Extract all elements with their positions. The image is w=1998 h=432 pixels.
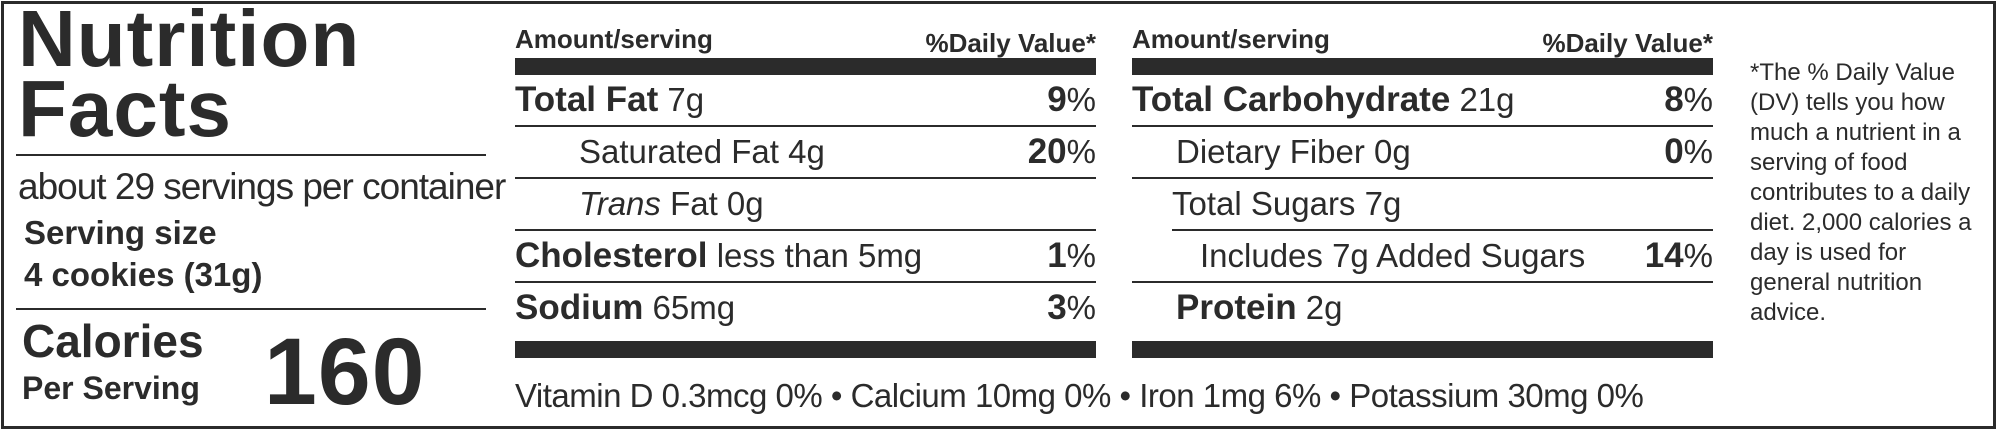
nutrient-row-protein: Protein 2g — [1132, 283, 1713, 333]
serving-size: Serving size 4 cookies (31g) — [24, 212, 262, 296]
row-divider — [515, 281, 1096, 283]
nutrient-row-total-carbohydrate: Total Carbohydrate 21g 8% — [1132, 75, 1713, 125]
nutrient-column-left: Amount/serving %Daily Value* Total Fat 7… — [515, 20, 1096, 358]
vitamins-minerals-line: Vitamin D 0.3mcg 0% • Calcium 10mg 0% • … — [515, 377, 1644, 414]
serving-size-label: Serving size — [24, 214, 217, 251]
row-divider — [1132, 125, 1713, 127]
nutrient-amount: less than 5mg — [707, 237, 923, 274]
nutrient-name: Total Sugars 7g — [1172, 185, 1402, 222]
nutrient-row-saturated-fat: Saturated Fat 4g 20% — [515, 127, 1096, 177]
nutrient-name: Protein — [1176, 288, 1297, 327]
title-line-1: Nutrition — [18, 0, 361, 83]
row-divider — [515, 229, 1096, 231]
daily-value-pct: 0% — [1664, 132, 1713, 171]
column-header: Amount/serving %Daily Value* — [515, 20, 1096, 58]
daily-value-header: %Daily Value* — [925, 28, 1096, 58]
nutrient-amount: 7g — [658, 81, 705, 118]
row-divider — [1132, 177, 1713, 179]
row-divider — [515, 125, 1096, 127]
daily-value-header: %Daily Value* — [1542, 28, 1713, 58]
nutrient-name: Fat 0g — [660, 185, 764, 222]
nutrient-amount: 2g — [1296, 289, 1343, 326]
column-header: Amount/serving %Daily Value* — [1132, 20, 1713, 58]
label-title: Nutrition Facts — [18, 0, 498, 153]
amount-serving-header: Amount/serving — [1132, 24, 1330, 54]
nutrient-name: Saturated Fat 4g — [579, 133, 825, 170]
daily-value-pct: 9% — [1047, 80, 1096, 119]
row-divider — [515, 177, 1096, 179]
daily-value-pct: 3% — [1047, 288, 1096, 327]
nutrient-name: Total Carbohydrate — [1132, 80, 1451, 119]
thick-bar — [515, 58, 1096, 75]
nutrient-name: Total Fat — [515, 80, 659, 119]
nutrient-row-total-fat: Total Fat 7g 9% — [515, 75, 1096, 125]
nutrient-name: Sodium — [515, 288, 644, 327]
nutrient-amount: 21g — [1450, 81, 1515, 118]
per-serving-label: Per Serving — [22, 370, 200, 406]
nutrient-column-right: Amount/serving %Daily Value* Total Carbo… — [1132, 20, 1713, 358]
nutrient-row-sodium: Sodium 65mg 3% — [515, 283, 1096, 333]
daily-value-pct: 14% — [1644, 236, 1713, 275]
daily-value-pct: 1% — [1047, 236, 1096, 275]
row-divider — [1132, 281, 1713, 283]
thick-bar — [1132, 58, 1713, 75]
nutrient-row-dietary-fiber: Dietary Fiber 0g 0% — [1132, 127, 1713, 177]
servings-per-container: about 29 servings per container — [18, 166, 506, 207]
row-divider — [1172, 229, 1713, 231]
nutrient-name: Includes 7g Added Sugars — [1200, 237, 1586, 274]
nutrient-name: Cholesterol — [515, 236, 708, 275]
thick-bar — [1132, 341, 1713, 358]
nutrient-row-total-sugars: Total Sugars 7g — [1132, 179, 1713, 229]
calories-value: 160 — [264, 319, 426, 425]
daily-value-pct: 20% — [1027, 132, 1096, 171]
calories-label: Calories — [22, 315, 204, 367]
thick-bar — [515, 341, 1096, 358]
serving-size-value: 4 cookies (31g) — [24, 256, 263, 293]
nutrient-amount: 65mg — [643, 289, 736, 326]
nutrient-name-italic: Trans — [579, 185, 661, 222]
serving-divider — [16, 308, 486, 310]
nutrient-row-cholesterol: Cholesterol less than 5mg 1% — [515, 231, 1096, 281]
daily-value-pct: 8% — [1664, 80, 1713, 119]
amount-serving-header: Amount/serving — [515, 24, 713, 54]
title-line-2: Facts — [18, 64, 232, 153]
nutrient-name: Dietary Fiber 0g — [1176, 133, 1411, 170]
nutrient-row-added-sugars: Includes 7g Added Sugars 14% — [1132, 231, 1713, 281]
nutrient-row-trans-fat: Trans Fat 0g — [515, 179, 1096, 229]
daily-value-footnote: *The % Daily Value (DV) tells you how mu… — [1750, 59, 1972, 326]
title-divider — [16, 154, 486, 156]
